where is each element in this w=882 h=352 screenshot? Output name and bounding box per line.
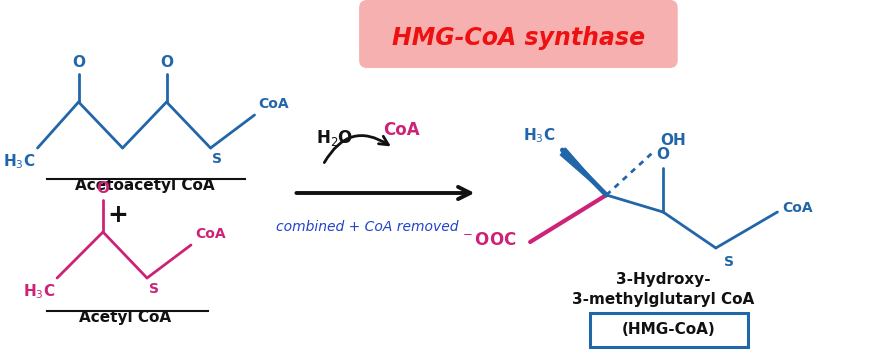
Text: Acetoacetyl CoA: Acetoacetyl CoA [75,178,215,193]
Text: H$_3$C: H$_3$C [23,282,56,301]
Text: CoA: CoA [258,97,289,111]
Text: 3-Hydroxy-
3-methylglutaryl CoA: 3-Hydroxy- 3-methylglutaryl CoA [572,272,754,307]
Text: HMG-CoA synthase: HMG-CoA synthase [392,26,645,50]
Text: O: O [160,55,173,70]
Text: O: O [96,181,109,196]
Text: H$_3$C: H$_3$C [4,152,35,171]
Text: H$_3$C: H$_3$C [523,126,556,145]
FancyArrowPatch shape [325,136,388,163]
FancyBboxPatch shape [590,313,748,347]
Text: H$_2$O: H$_2$O [316,128,354,148]
Text: CoA: CoA [782,201,813,215]
Text: $^-$OOC: $^-$OOC [460,231,517,249]
Text: S: S [213,152,222,166]
Text: S: S [723,255,734,269]
Polygon shape [560,148,607,195]
Text: OH: OH [660,133,686,148]
FancyBboxPatch shape [359,0,677,68]
Text: O: O [656,147,669,162]
Text: Acetyl CoA: Acetyl CoA [79,310,172,325]
Text: S: S [149,282,159,296]
Text: (HMG-CoA): (HMG-CoA) [622,322,716,338]
Text: combined + CoA removed: combined + CoA removed [276,220,458,234]
Text: CoA: CoA [195,227,226,241]
Text: +: + [108,203,128,227]
Text: CoA: CoA [383,121,420,139]
Text: O: O [72,55,85,70]
